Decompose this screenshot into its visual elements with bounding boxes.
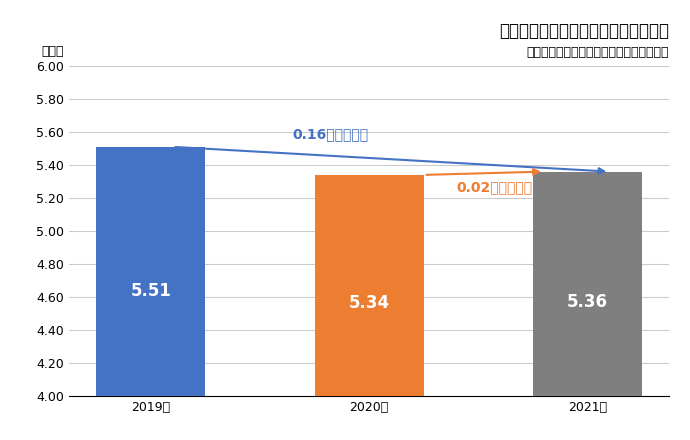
- Bar: [97, 147, 206, 396]
- Text: 建設技能工の平均有効求人倍率の比較: 建設技能工の平均有効求人倍率の比較: [500, 22, 669, 40]
- Bar: [533, 172, 642, 396]
- Text: 5.36: 5.36: [567, 293, 608, 311]
- Text: 0.02ポイント増: 0.02ポイント増: [457, 180, 533, 194]
- Text: 厚生労働省「一般職業紹介状況」より作成: 厚生労働省「一般職業紹介状況」より作成: [526, 46, 669, 59]
- Bar: [315, 175, 424, 396]
- Text: 5.51: 5.51: [130, 282, 171, 301]
- Text: 0.16ポイント減: 0.16ポイント減: [293, 128, 369, 142]
- Text: （倍）: （倍）: [41, 45, 64, 58]
- Text: 5.34: 5.34: [348, 294, 390, 312]
